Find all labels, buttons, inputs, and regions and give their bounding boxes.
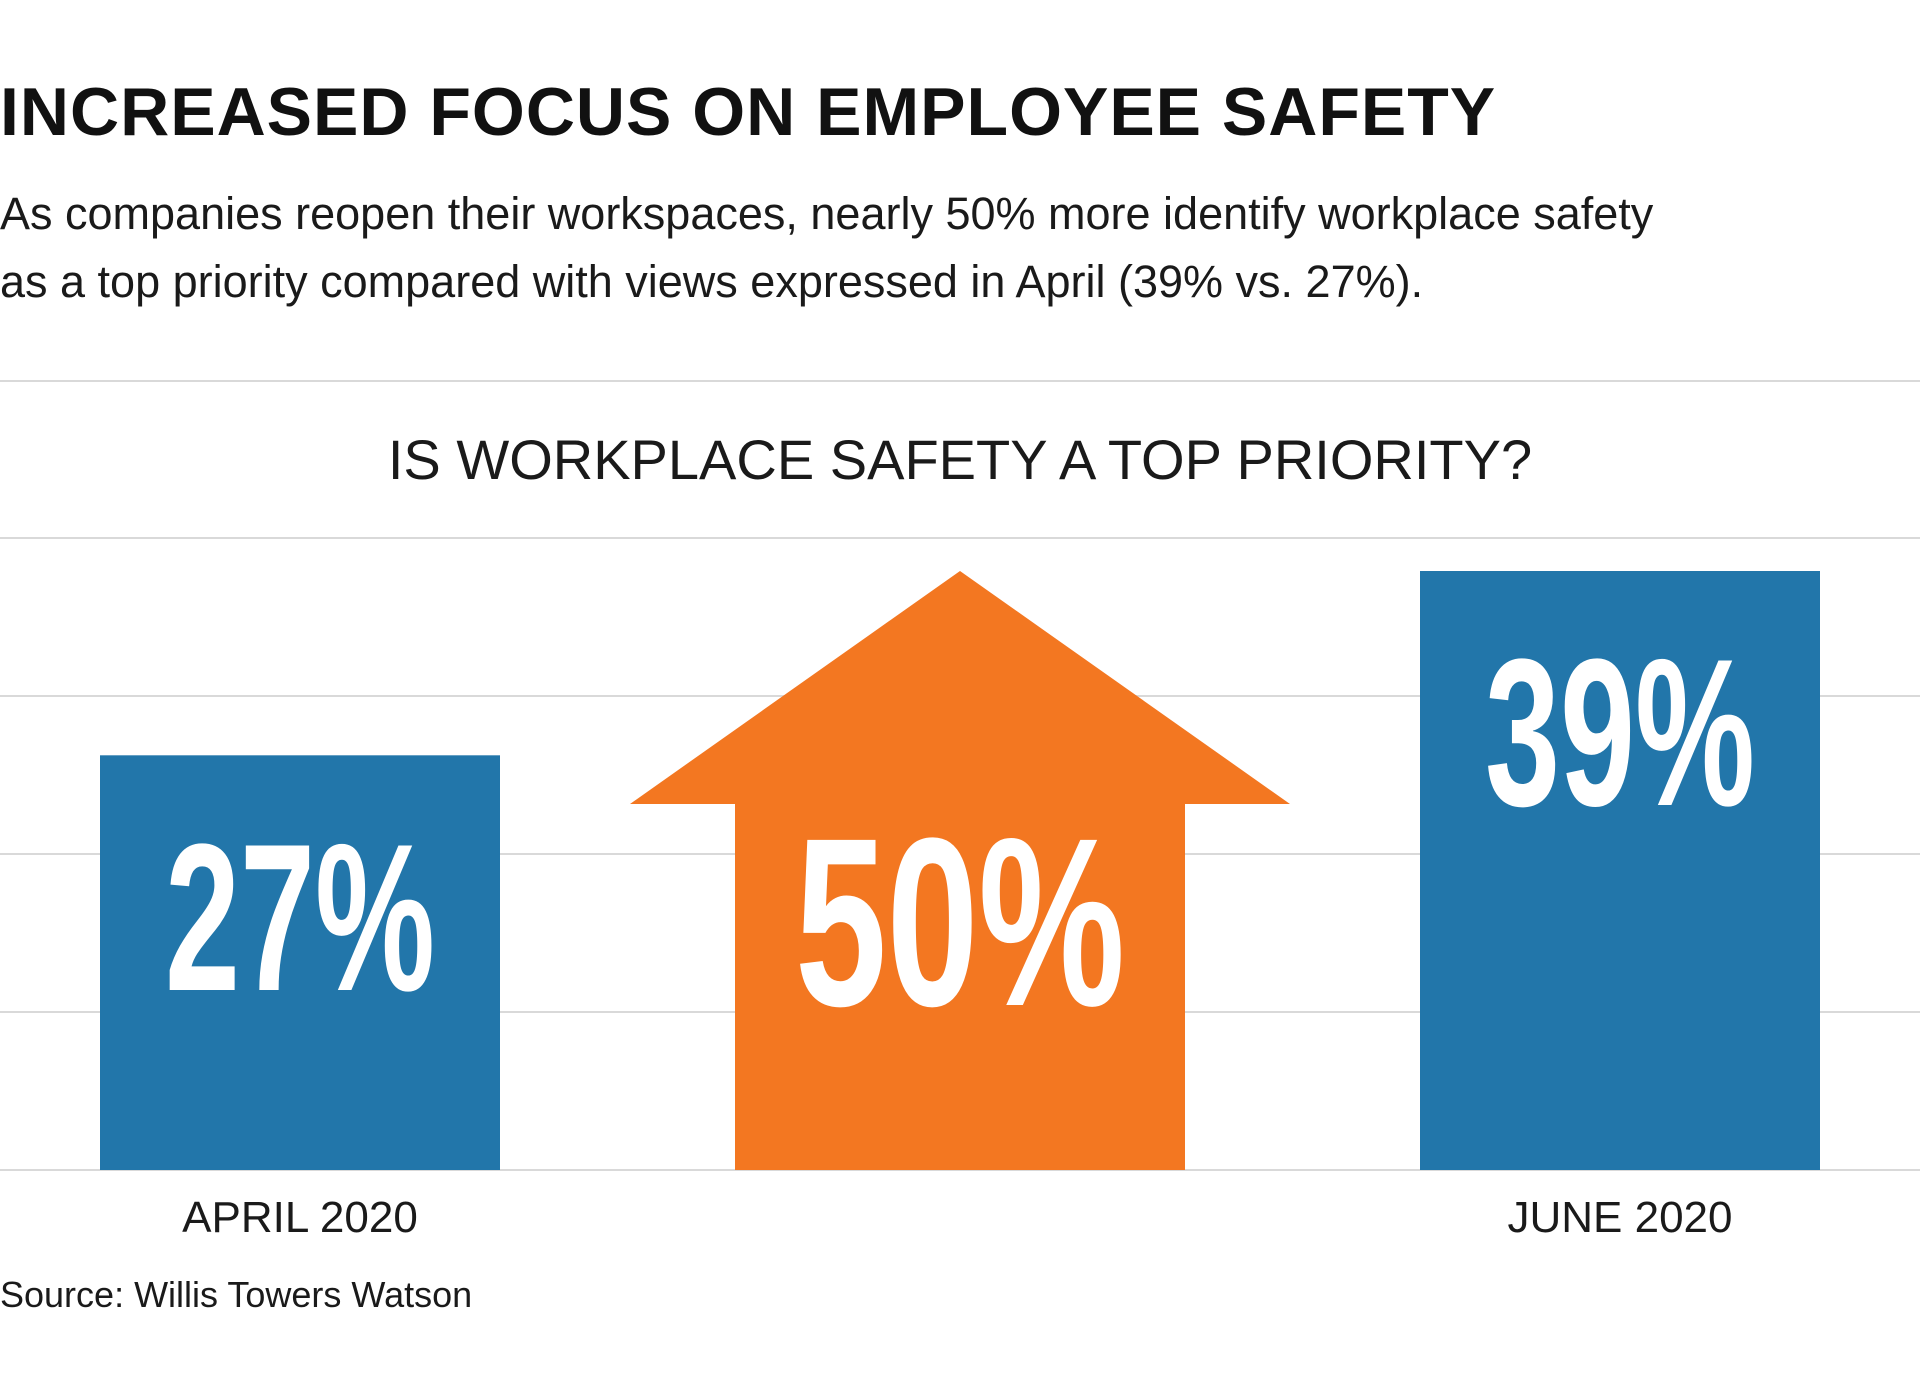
category-label-0: APRIL 2020 — [182, 1193, 418, 1242]
source-note: Source: Willis Towers Watson — [0, 1274, 473, 1315]
bar-1 — [1420, 571, 1820, 1170]
subtitle-line-2: as a top priority compared with views ex… — [0, 256, 1424, 307]
chart-title-main: INCREASED FOCUS ON EMPLOYEE SAFETY — [0, 74, 1497, 150]
category-labels: APRIL 2020 JUNE 2020 — [182, 1193, 1732, 1242]
category-label-1: JUNE 2020 — [1507, 1193, 1732, 1242]
chart-subtitle: As companies reopen their workspaces, ne… — [0, 180, 1880, 316]
value-labels: 27% 39% — [165, 615, 1755, 1035]
chart-question-title: IS WORKPLACE SAFETY A TOP PRIORITY? — [387, 428, 1533, 491]
bars — [100, 571, 1820, 1170]
subtitle-line-1: As companies reopen their workspaces, ne… — [0, 188, 1654, 239]
bar-0 — [100, 755, 500, 1170]
value-label-0: 27% — [165, 800, 435, 1035]
arrow-shape — [630, 571, 1290, 1170]
increase-arrow: 50% — [630, 571, 1290, 1170]
value-label-1: 39% — [1485, 615, 1755, 850]
arrow-value-label: 50% — [795, 788, 1125, 1056]
